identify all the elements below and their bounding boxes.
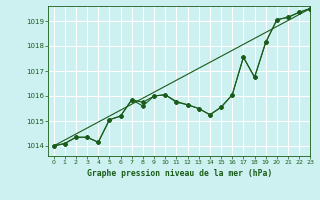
X-axis label: Graphe pression niveau de la mer (hPa): Graphe pression niveau de la mer (hPa) bbox=[87, 169, 272, 178]
